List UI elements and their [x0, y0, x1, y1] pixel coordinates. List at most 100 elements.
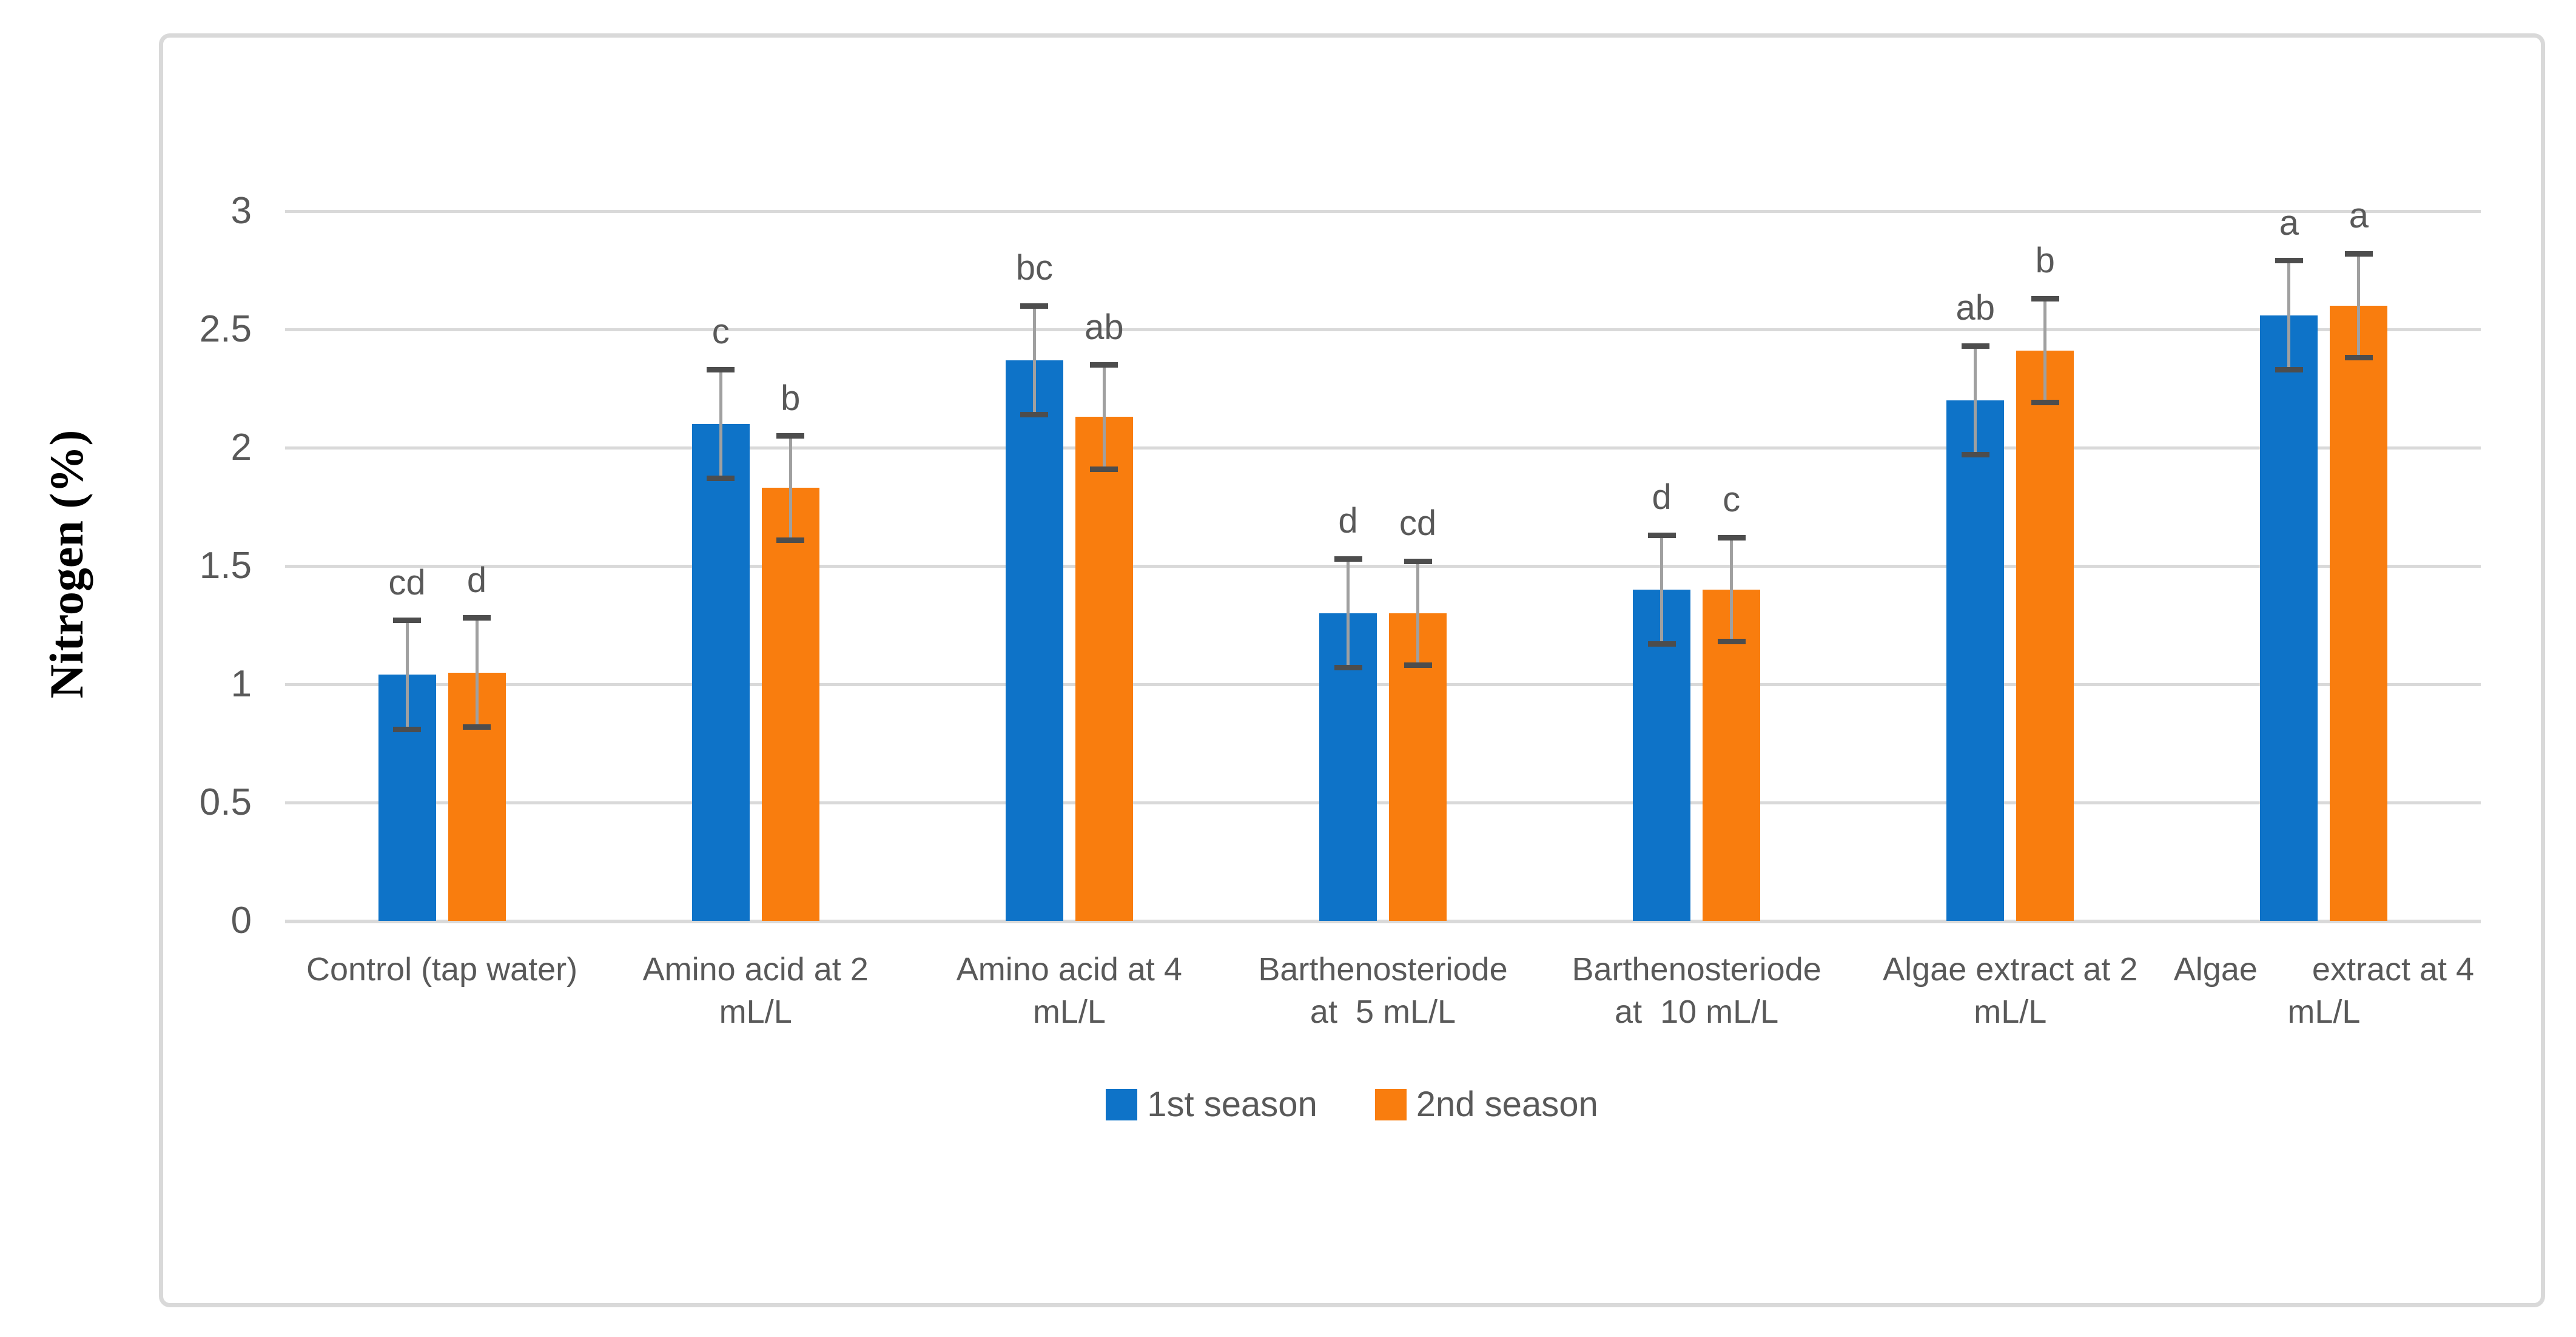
error-bar-top-cap — [1404, 558, 1432, 564]
error-bar — [1416, 561, 1419, 665]
x-category-label-line: mL/L — [1974, 994, 2047, 1030]
error-bar-top-cap — [1647, 532, 1676, 538]
x-category-label-line: mL/L — [719, 994, 792, 1030]
error-bar — [1730, 537, 1734, 642]
legend-item-1st-season: 1st season — [1106, 1086, 1317, 1123]
x-category-label: Barthenosteriode at 5 mL/L — [1214, 948, 1552, 1033]
legend-label-2nd-season: 2nd season — [1416, 1085, 1598, 1124]
gridline — [285, 328, 2481, 331]
x-category-label-line: Amino acid at 4 — [956, 951, 1182, 988]
bar-1st-season — [1005, 360, 1063, 921]
significance-letter: bc — [1015, 248, 1053, 288]
significance-letter: b — [2035, 241, 2055, 281]
error-bar-top-cap — [2275, 258, 2303, 264]
x-category-label-line: Algae extract at 2 — [1883, 951, 2138, 988]
error-bar-bottom-cap — [393, 726, 422, 732]
significance-letter: ab — [1956, 288, 1996, 328]
x-category-label: Control (tap water) — [273, 948, 611, 991]
error-bar-top-cap — [393, 618, 422, 624]
x-category-label-line: mL/L — [2287, 994, 2361, 1030]
error-bar-bottom-cap — [463, 724, 491, 730]
bar-2nd-season — [1075, 417, 1133, 921]
x-category-label: Amino acid at 4 mL/L — [900, 948, 1238, 1033]
error-bar — [2287, 260, 2291, 370]
error-bar — [405, 620, 409, 730]
error-bar-bottom-cap — [776, 537, 805, 543]
bar-1st-season — [2260, 315, 2318, 921]
x-category-label-line: mL/L — [1032, 994, 1106, 1030]
y-tick-label: 3 — [230, 190, 252, 232]
error-bar-top-cap — [776, 433, 805, 439]
error-bar — [1347, 559, 1350, 668]
error-bar-bottom-cap — [2275, 366, 2303, 372]
error-bar — [719, 369, 722, 479]
significance-letter: ab — [1085, 307, 1124, 347]
error-bar-bottom-cap — [1090, 466, 1118, 472]
legend: 1st season 2nd season — [159, 1086, 2545, 1123]
error-bar — [1974, 346, 1977, 455]
error-bar-bottom-cap — [1334, 665, 1362, 671]
x-category-label-line: Barthenosteriode — [1572, 951, 1821, 988]
bar-1st-season — [691, 424, 750, 921]
error-bar-bottom-cap — [2031, 400, 2059, 406]
gridline — [285, 446, 2481, 450]
legend-item-2nd-season: 2nd season — [1374, 1085, 1598, 1124]
y-tick-label: 0 — [230, 900, 252, 941]
significance-letter: d — [1652, 477, 1672, 517]
x-category-label-line: at 10 mL/L — [1615, 994, 1779, 1030]
error-bar-bottom-cap — [1717, 639, 1746, 645]
error-bar-top-cap — [2344, 251, 2373, 257]
error-bar-bottom-cap — [1961, 452, 1989, 458]
error-bar-bottom-cap — [1647, 641, 1676, 647]
x-category-label-line: Control (tap water) — [306, 951, 578, 988]
x-category-label: Algae extract at 2 mL/L — [1841, 948, 2179, 1033]
gridline — [285, 683, 2481, 686]
error-bar-top-cap — [1717, 534, 1746, 541]
legend-swatch-1st-season — [1106, 1089, 1138, 1120]
significance-letter: a — [2349, 196, 2369, 236]
error-bar — [475, 618, 479, 727]
error-bar — [2043, 298, 2047, 403]
bar-2nd-season — [2330, 306, 2388, 921]
bar-2nd-season — [1703, 590, 1761, 921]
error-bar-top-cap — [463, 615, 491, 621]
significance-letter: d — [1338, 501, 1358, 541]
y-tick-label: 1.5 — [199, 545, 252, 587]
y-tick-label: 2 — [230, 426, 252, 468]
significance-letter: cd — [1399, 503, 1437, 544]
error-bar — [1102, 365, 1106, 470]
error-bar — [2357, 254, 2361, 358]
significance-letter: a — [2279, 203, 2299, 243]
significance-letter: c — [1723, 480, 1741, 520]
error-bar-top-cap — [1090, 362, 1118, 368]
x-category-label-line: at 5 mL/L — [1310, 994, 1456, 1030]
error-bar-bottom-cap — [707, 476, 735, 482]
significance-letter: c — [711, 312, 730, 352]
error-bar-top-cap — [1961, 343, 1989, 349]
error-bar-bottom-cap — [1404, 662, 1432, 668]
significance-letter: d — [466, 560, 487, 600]
bar-2nd-season — [2016, 351, 2074, 921]
gridline — [285, 565, 2481, 568]
error-bar-top-cap — [1334, 556, 1362, 562]
error-bar-top-cap — [2031, 295, 2059, 301]
error-bar-top-cap — [1020, 303, 1049, 309]
x-category-label: Algae extract at 4 mL/L — [2155, 948, 2493, 1033]
legend-label-1st-season: 1st season — [1147, 1085, 1317, 1124]
significance-letter: cd — [388, 562, 426, 602]
bar-2nd-season — [761, 488, 819, 921]
gridline — [285, 210, 2481, 213]
legend-swatch-2nd-season — [1374, 1089, 1407, 1120]
significance-letter: b — [781, 378, 801, 418]
x-category-label-line: Algae extract at 4 — [2173, 951, 2475, 988]
error-bar-top-cap — [707, 366, 735, 372]
y-axis-title: Nitrogen (%) — [40, 429, 93, 699]
y-tick-label: 2.5 — [199, 308, 252, 350]
error-bar-bottom-cap — [1020, 411, 1049, 417]
y-tick-label: 0.5 — [199, 781, 252, 823]
error-bar — [1032, 306, 1036, 415]
error-bar-bottom-cap — [2344, 355, 2373, 361]
x-category-label: Barthenosteriode at 10 mL/L — [1528, 948, 1866, 1033]
error-bar — [1660, 535, 1664, 644]
gridline — [285, 801, 2481, 804]
